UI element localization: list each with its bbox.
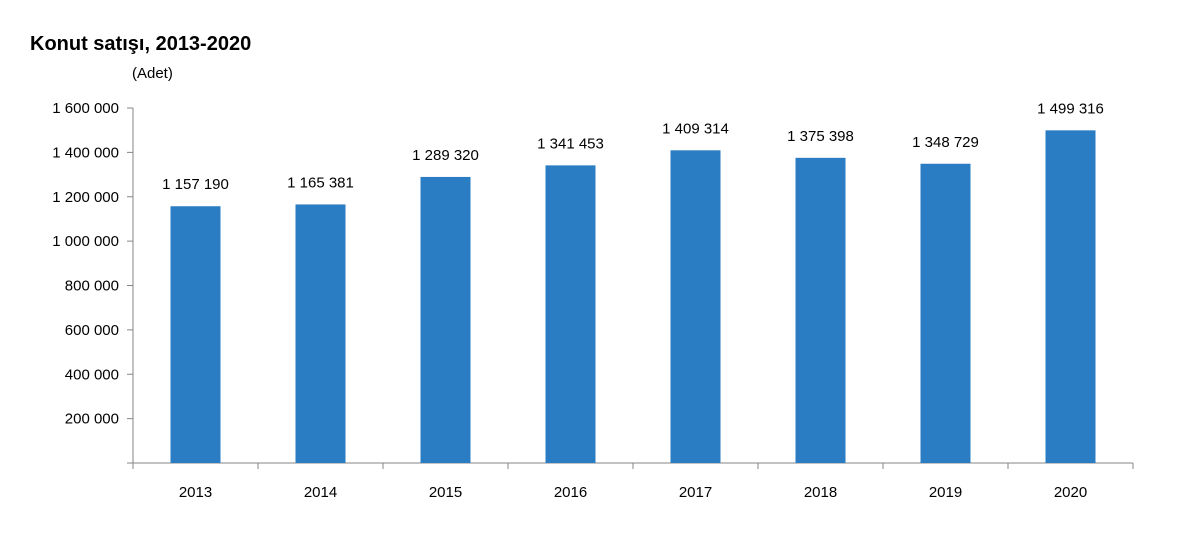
bar-2015 <box>420 176 471 463</box>
x-tick-label-2018: 2018 <box>804 484 837 501</box>
data-label-2017: 1 409 314 <box>662 120 729 137</box>
y-axis: 200 000 400 000 600 000 800 000 1 000 000 1 2… <box>52 100 134 464</box>
bar-2018 <box>795 157 846 464</box>
data-label-2020: 1 499 316 <box>1037 100 1104 117</box>
x-tick-label-2015: 2015 <box>429 484 462 501</box>
x-tick-label-2013: 2013 <box>179 484 212 501</box>
bar-2013 <box>170 206 221 463</box>
bar-2014 <box>295 204 346 463</box>
x-tick-label-2014: 2014 <box>304 484 337 501</box>
x-tick-label-2016: 2016 <box>554 484 587 501</box>
bar-2016 <box>545 165 596 463</box>
y-tick-label: 1 200 000 <box>52 189 119 206</box>
data-label-2018: 1 375 398 <box>787 128 854 145</box>
bar-2017 <box>670 150 721 463</box>
bars-group <box>170 130 1096 464</box>
y-tick-label: 200 000 <box>65 411 119 428</box>
y-tick-label: 400 000 <box>65 366 119 383</box>
y-tick-label: 1 600 000 <box>52 100 119 117</box>
x-axis: 2013 2014 2015 2016 2017 2018 2019 2020 <box>132 462 1134 501</box>
y-tick-label: 1 400 000 <box>52 144 119 161</box>
data-label-2019: 1 348 729 <box>912 134 979 151</box>
x-tick-label-2017: 2017 <box>679 484 712 501</box>
data-label-2013: 1 157 190 <box>162 176 229 193</box>
data-label-2016: 1 341 453 <box>537 135 604 152</box>
y-axis-unit-label: (Adet) <box>132 65 173 82</box>
data-label-2015: 1 289 320 <box>412 147 479 164</box>
bar-2020 <box>1045 130 1096 463</box>
bar-2019 <box>920 163 971 464</box>
y-tick-label: 600 000 <box>65 322 119 339</box>
y-tick-label: 1 000 000 <box>52 233 119 250</box>
x-tick-label-2019: 2019 <box>929 484 962 501</box>
chart-title: Konut satışı, 2013-2020 <box>30 33 252 55</box>
y-tick-label: 800 000 <box>65 278 119 295</box>
data-labels-group: 1 157 190 1 165 381 1 289 320 1 341 453 1 40… <box>162 100 1104 193</box>
x-tick-label-2020: 2020 <box>1054 484 1087 501</box>
data-label-2014: 1 165 381 <box>287 174 354 191</box>
